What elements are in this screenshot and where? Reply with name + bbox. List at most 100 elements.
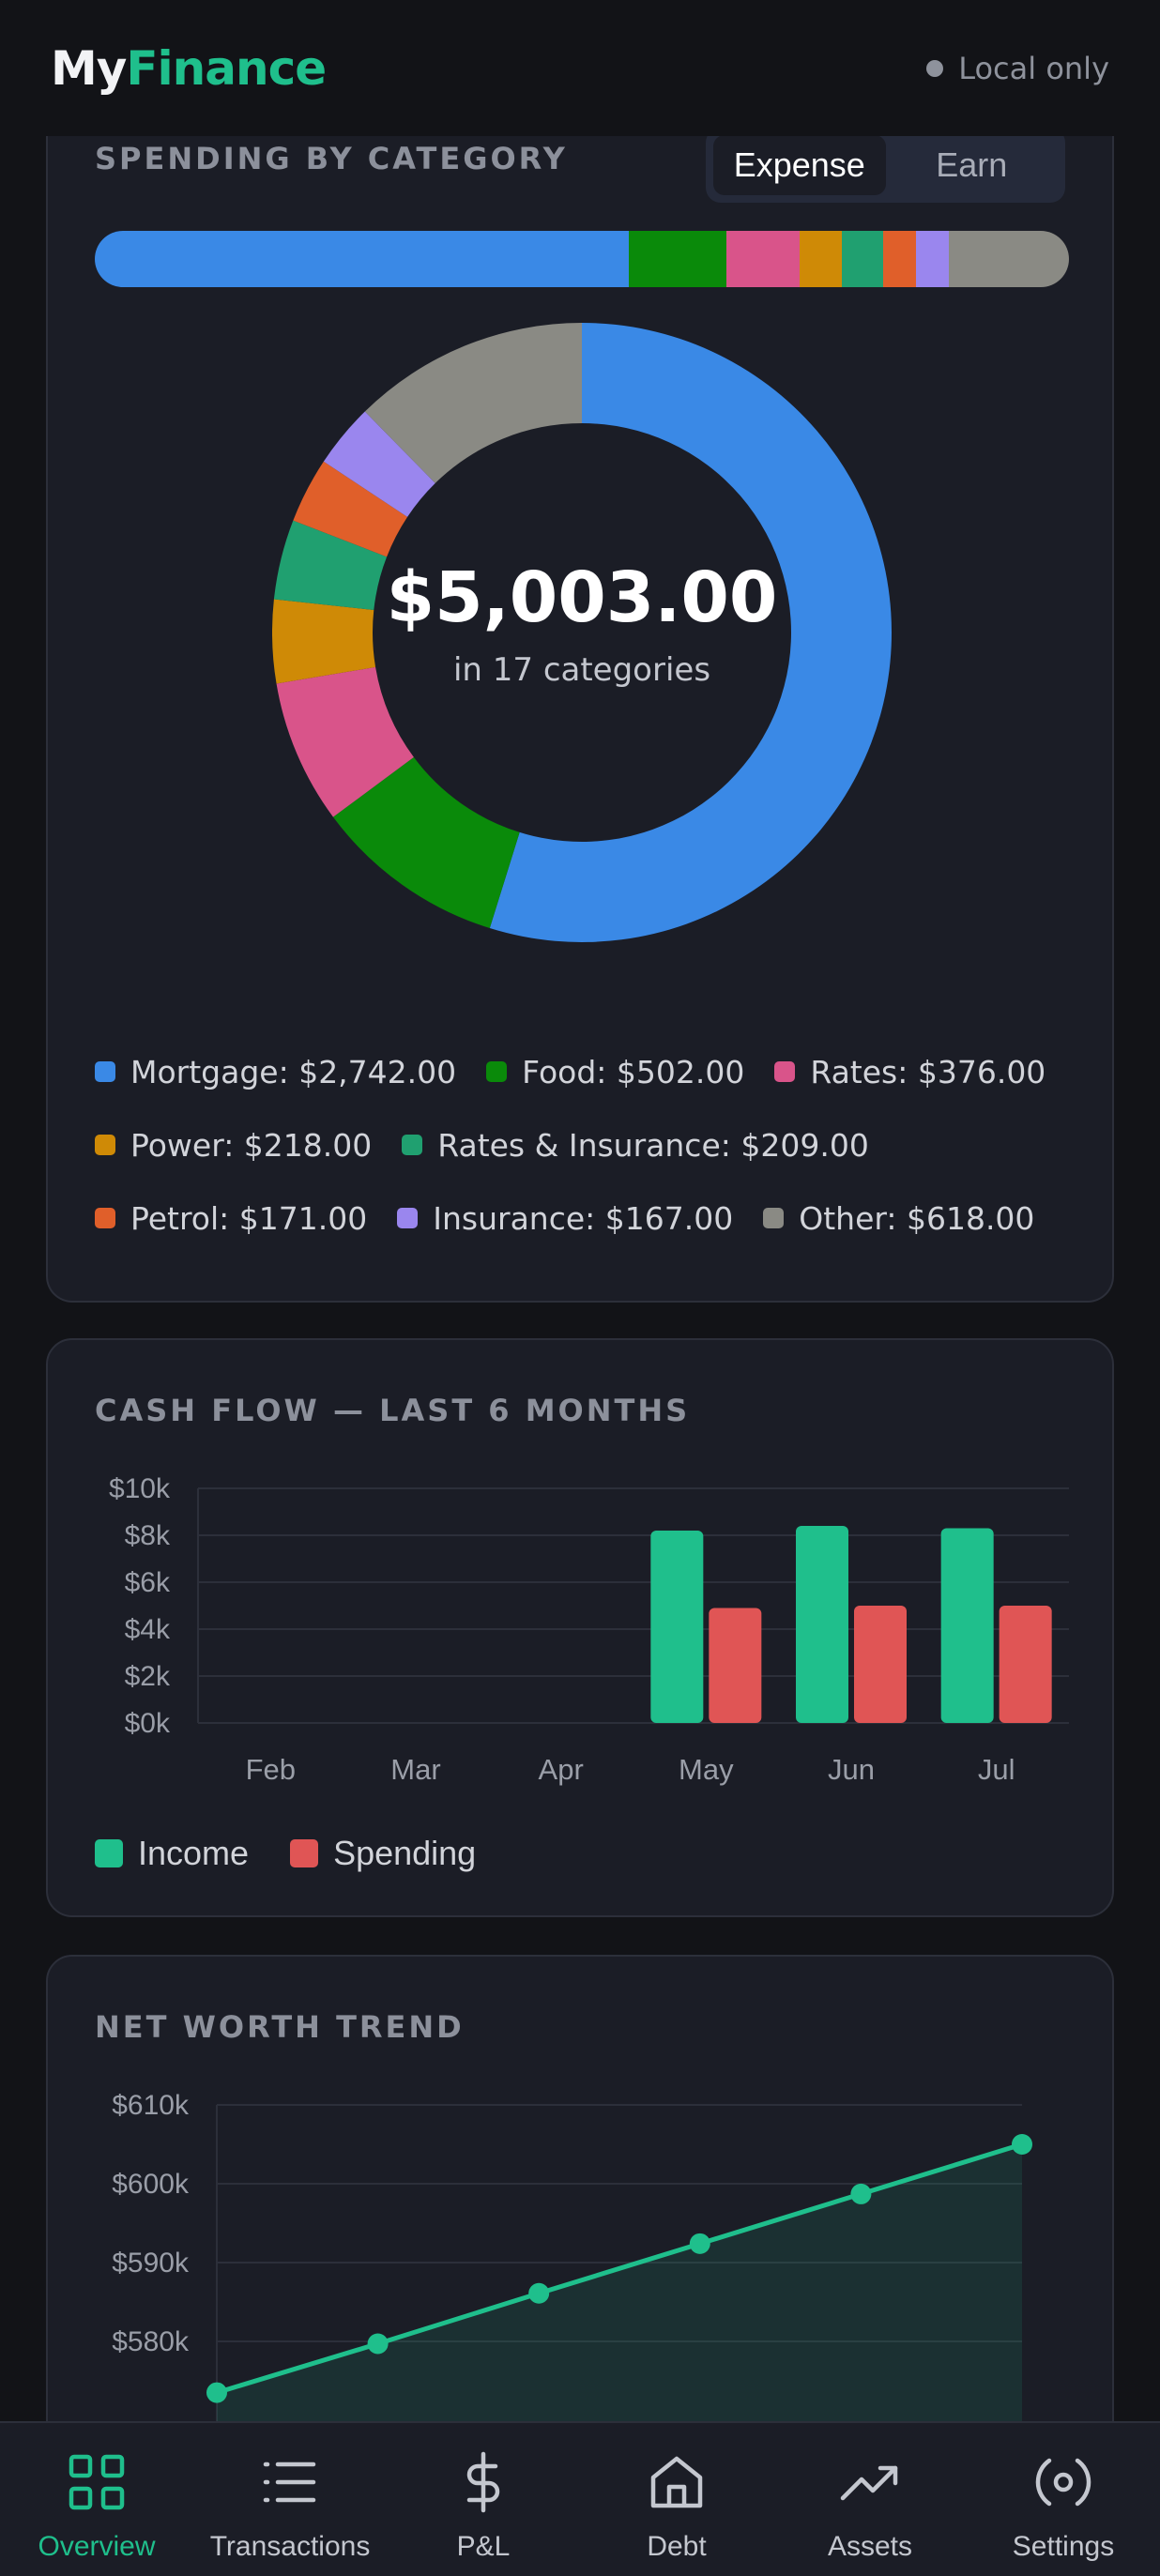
donut-slice-rates[interactable]	[276, 666, 414, 817]
legend-item[interactable]: Insurance: $167.00	[397, 1197, 733, 1239]
legend-income[interactable]: Income	[95, 1834, 249, 1873]
y-tick-label: $580k	[112, 2326, 190, 2357]
bar-income-may[interactable]	[650, 1531, 704, 1723]
donut-slice-power[interactable]	[272, 599, 376, 684]
stack-segment-petrol[interactable]	[882, 231, 917, 287]
spending-swatch	[290, 1839, 319, 1867]
y-tick-label: $6k	[125, 1567, 171, 1598]
category-legend: Mortgage: $2,742.00 Food: $502.00 Rates: $…	[95, 1051, 1080, 1239]
legend-swatch	[486, 1061, 508, 1082]
stack-segment-power[interactable]	[800, 231, 843, 287]
bar-income-jun[interactable]	[796, 1526, 848, 1723]
legend-label: Petrol: $171.00	[130, 1199, 368, 1237]
stack-segment-food[interactable]	[628, 231, 727, 287]
net-worth-point[interactable]	[367, 2333, 389, 2355]
cash-flow-legend: Income Spending	[95, 1834, 476, 1873]
legend-item[interactable]: Power: $218.00	[95, 1124, 372, 1166]
legend-label: Rates & Insurance: $209.00	[437, 1126, 869, 1164]
bar-spending-jul[interactable]	[999, 1606, 1052, 1723]
bar-spending-jun[interactable]	[854, 1606, 907, 1723]
status-label: Local only	[958, 50, 1109, 86]
donut-slice-insurance[interactable]	[323, 411, 435, 517]
legend-label: Rates: $376.00	[810, 1053, 1046, 1090]
stack-segment-rates-insurance[interactable]	[842, 231, 883, 287]
net-worth-point[interactable]	[850, 2183, 872, 2204]
y-tick-label: $610k	[112, 2090, 190, 2121]
nav-transactions[interactable]: Transactions	[193, 2423, 387, 2576]
bar-income-jul[interactable]	[940, 1528, 994, 1724]
trending-up-icon	[839, 2451, 901, 2518]
nav-label: Transactions	[209, 2531, 371, 2562]
y-tick-label: $10k	[109, 1473, 171, 1504]
stack-segment-rates[interactable]	[726, 231, 801, 287]
donut-slice-food[interactable]	[332, 756, 520, 929]
settings-icon	[1032, 2451, 1094, 2518]
card-title: SPENDING BY CATEGORY	[95, 141, 568, 176]
legend-swatch	[95, 1208, 115, 1228]
donut-slice-rates-insurance[interactable]	[273, 520, 388, 611]
donut-subtitle: in 17 categories	[452, 651, 711, 689]
toggle-earn[interactable]: Earn	[936, 145, 1008, 184]
net-worth-point[interactable]	[206, 2382, 227, 2403]
nav-label: Overview	[38, 2531, 156, 2562]
legend-item[interactable]: Food: $502.00	[486, 1051, 744, 1092]
legend-item[interactable]: Petrol: $171.00	[95, 1197, 367, 1239]
legend-item[interactable]: Other: $618.00	[763, 1197, 1034, 1239]
nav-assets[interactable]: Assets	[773, 2423, 967, 2576]
y-tick-label: $0k	[125, 1708, 171, 1739]
nav-settings[interactable]: Settings	[967, 2423, 1160, 2576]
status-dot-icon	[926, 59, 944, 77]
nav-debt[interactable]: Debt	[580, 2423, 773, 2576]
card-title: NET WORTH TREND	[95, 2009, 465, 2045]
nav-pl[interactable]: P&L	[387, 2423, 580, 2576]
grid-icon	[66, 2451, 128, 2518]
legend-swatch	[95, 1061, 115, 1082]
legend-label: Power: $218.00	[130, 1126, 373, 1164]
net-worth-point[interactable]	[528, 2282, 550, 2304]
legend-item[interactable]: Rates & Insurance: $209.00	[402, 1124, 869, 1166]
app-header: My Finance Local only	[0, 0, 1160, 136]
toggle-expense[interactable]: Expense	[713, 135, 886, 195]
nav-overview[interactable]: Overview	[0, 2423, 193, 2576]
legend-spending[interactable]: Spending	[290, 1834, 476, 1873]
legend-swatch	[95, 1135, 115, 1155]
expense-earn-toggle: Expense Earn	[706, 128, 1065, 203]
y-tick-label: $600k	[112, 2169, 190, 2200]
nav-label: Settings	[1012, 2531, 1115, 2562]
legend-swatch	[397, 1208, 419, 1228]
legend-label: Food: $502.00	[522, 1053, 745, 1090]
storage-status: Local only	[926, 51, 1109, 86]
x-tick-label: Mar	[390, 1753, 440, 1786]
net-worth-point[interactable]	[689, 2233, 710, 2254]
net-worth-point[interactable]	[1012, 2134, 1032, 2155]
legend-item[interactable]: Rates: $376.00	[774, 1051, 1046, 1092]
stack-segment-insurance[interactable]	[916, 231, 949, 287]
stack-segment-mortgage[interactable]	[95, 231, 629, 287]
income-swatch	[95, 1839, 123, 1867]
donut-slice-mortgage[interactable]	[489, 323, 893, 942]
donut-slice-petrol[interactable]	[293, 461, 408, 557]
legend-label: Mortgage: $2,742.00	[130, 1053, 457, 1090]
nav-label: Assets	[827, 2531, 913, 2562]
legend-swatch	[763, 1208, 785, 1228]
nav-label: Debt	[647, 2531, 707, 2562]
stack-segment-other[interactable]	[948, 231, 1069, 287]
donut-total: $5,003.00	[386, 557, 778, 638]
bottom-nav: Overview Transactions P&L	[0, 2421, 1160, 2576]
legend-label: Insurance: $167.00	[433, 1199, 734, 1237]
cash-flow-card: CASH FLOW — LAST 6 MONTHS $0k $2k $4k $6k $8…	[46, 1338, 1114, 1917]
y-tick-label: $590k	[112, 2248, 190, 2279]
net-worth-line	[216, 2142, 1023, 2395]
legend-swatch	[402, 1135, 423, 1155]
x-tick-label: Feb	[246, 1753, 296, 1786]
legend-item[interactable]: Mortgage: $2,742.00	[95, 1051, 456, 1092]
dollar-icon	[452, 2451, 514, 2518]
app-logo[interactable]: My Finance	[51, 41, 327, 96]
x-tick-label: Jun	[828, 1753, 875, 1786]
spending-by-category-card: SPENDING BY CATEGORY Expense Earn $5,003…	[46, 75, 1114, 1303]
donut-slice-other[interactable]	[364, 323, 582, 483]
y-tick-label: $2k	[125, 1661, 171, 1692]
x-tick-label: Jul	[978, 1753, 1015, 1786]
bar-spending-may[interactable]	[709, 1608, 762, 1724]
